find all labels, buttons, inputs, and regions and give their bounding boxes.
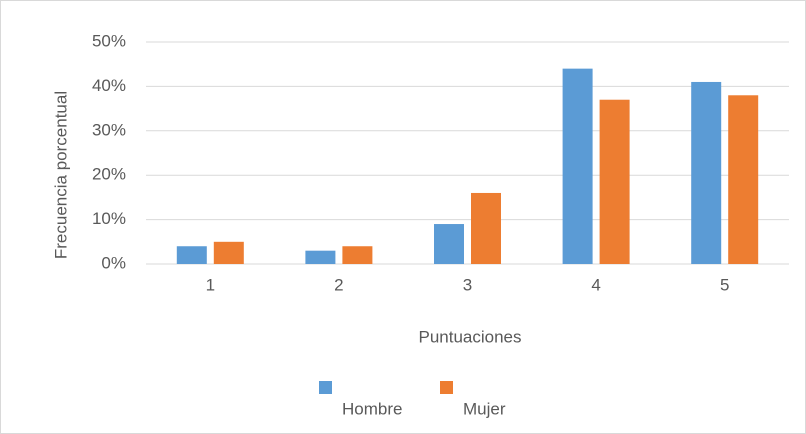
y-tick-label: 50% xyxy=(92,31,126,50)
x-axis-title: Puntuaciones xyxy=(418,327,521,346)
y-tick-label: 10% xyxy=(92,209,126,228)
bar xyxy=(728,95,759,264)
x-tick-label: 2 xyxy=(334,275,343,294)
y-axis-title: Frecuencia porcentual xyxy=(51,91,70,259)
x-tick-label: 5 xyxy=(720,275,729,294)
bar xyxy=(691,81,722,265)
x-tick-label: 1 xyxy=(206,275,215,294)
bar xyxy=(305,250,336,264)
legend-label: Mujer xyxy=(463,399,506,418)
legend-label: Hombre xyxy=(342,399,402,418)
legend-swatch xyxy=(440,381,453,394)
bar xyxy=(342,246,373,264)
x-tick-label: 4 xyxy=(591,275,600,294)
bar xyxy=(434,224,464,264)
y-tick-label: 0% xyxy=(101,253,126,272)
bar xyxy=(213,241,244,264)
legend-swatch xyxy=(319,381,332,394)
y-tick-label: 40% xyxy=(92,76,126,95)
y-tick-label: 20% xyxy=(92,165,126,184)
bar xyxy=(471,192,501,264)
x-tick-label: 3 xyxy=(463,275,472,294)
bar xyxy=(176,246,207,264)
bar xyxy=(562,68,593,264)
y-tick-label: 30% xyxy=(92,120,126,139)
bar xyxy=(599,99,630,264)
